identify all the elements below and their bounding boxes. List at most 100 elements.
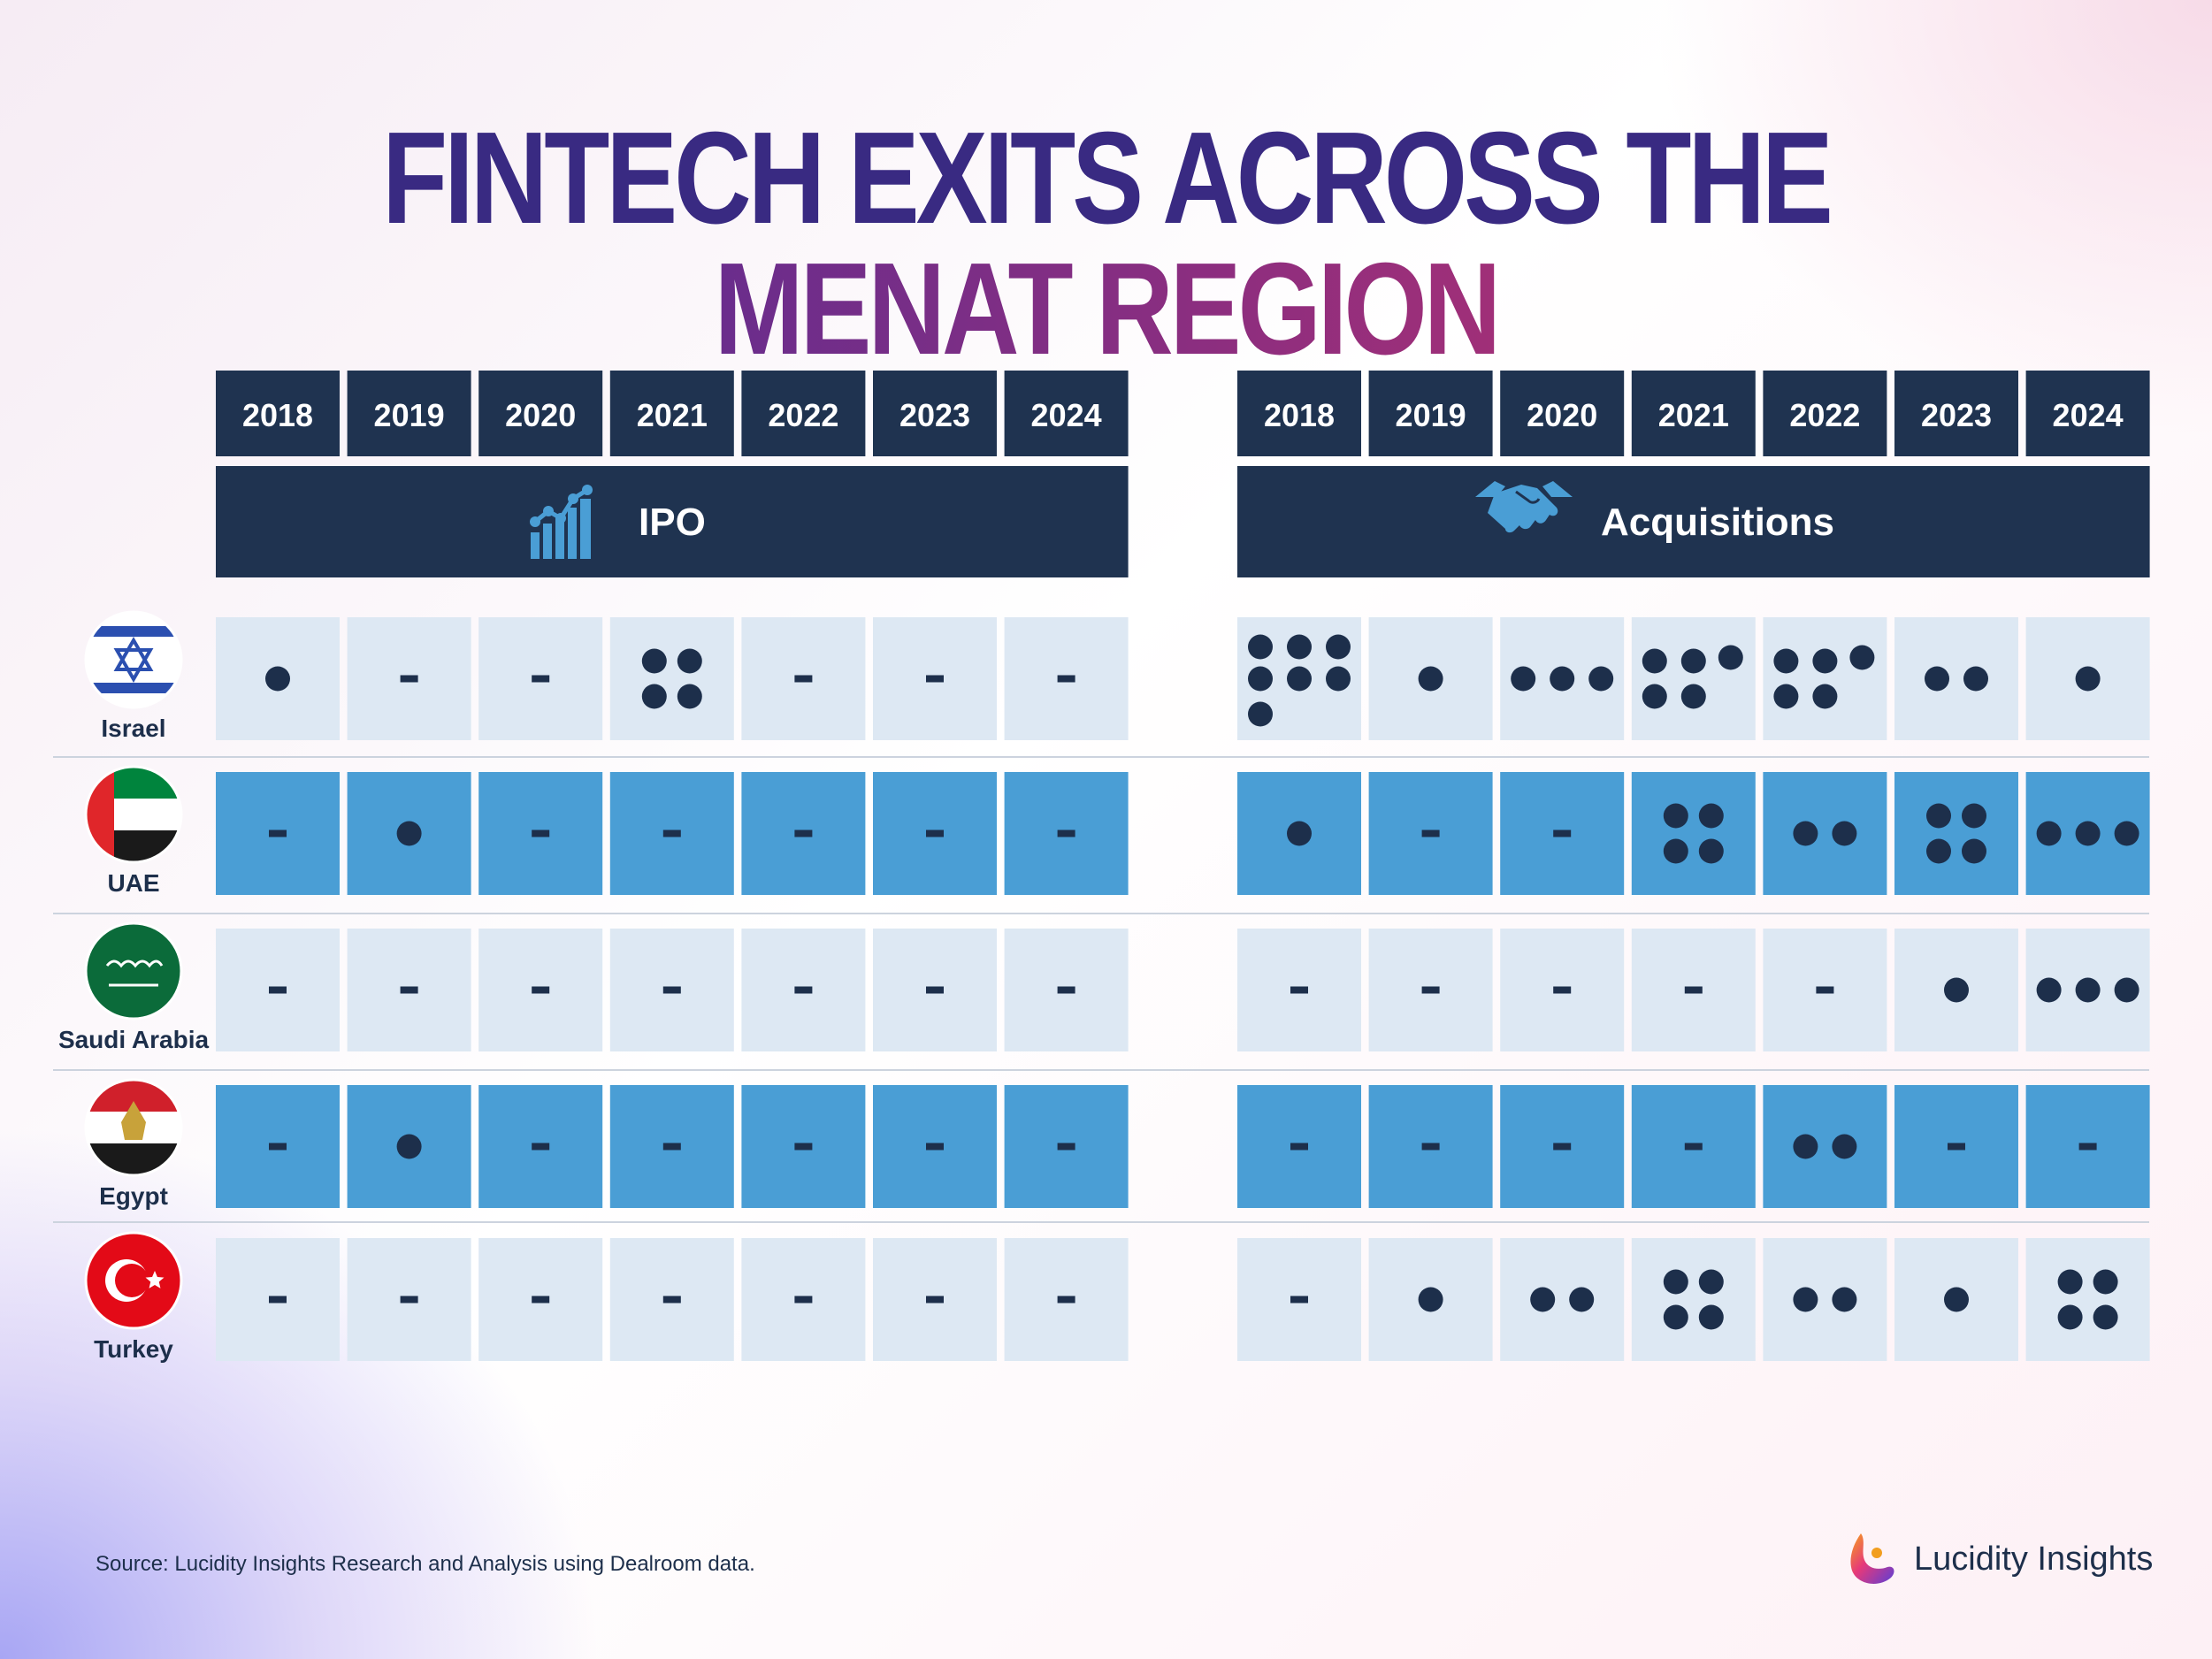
handshake-icon — [1475, 481, 1573, 533]
exit-dot — [1287, 634, 1312, 660]
exit-dot — [2075, 977, 2101, 1003]
no-exit-dash — [269, 1143, 287, 1151]
exit-dot — [1642, 648, 1667, 674]
exit-dot — [2093, 1269, 2118, 1295]
no-exit-dash — [269, 1296, 287, 1304]
year-header-cell — [609, 371, 734, 456]
exit-dot — [1680, 648, 1706, 674]
exit-dot — [396, 821, 422, 846]
exit-dot — [2114, 821, 2139, 846]
exit-dot — [2114, 977, 2139, 1003]
exit-dot — [1849, 645, 1875, 670]
exit-dot — [2036, 821, 2062, 846]
column-headers: 2018 2019 2020 2021 2022 2023 2024 IPO 2018 2019 2… — [216, 371, 2150, 577]
no-exit-dash — [269, 830, 287, 837]
exit-dot — [677, 648, 702, 674]
exit-dot — [1698, 1304, 1724, 1330]
year-header-label: 2021 — [1658, 397, 1729, 433]
no-exit-dash — [662, 1296, 681, 1304]
cell-acquisitions-2024 — [2025, 1238, 2150, 1361]
no-exit-dash — [794, 1296, 813, 1304]
cell-acquisitions-2022 — [1763, 617, 1887, 740]
year-header-cell — [1368, 371, 1493, 456]
year-header-cell — [216, 371, 340, 456]
no-exit-dash — [1290, 1143, 1308, 1151]
no-exit-dash — [1290, 986, 1308, 994]
no-exit-dash — [532, 1143, 550, 1151]
exit-dot — [1418, 1287, 1443, 1312]
no-exit-dash — [1553, 986, 1572, 994]
no-exit-dash — [1816, 986, 1834, 994]
exit-dot — [1588, 666, 1614, 692]
cell-acquisitions-2020 — [1500, 1238, 1625, 1361]
no-exit-dash — [269, 986, 287, 994]
turkey-flag-icon — [84, 1231, 183, 1330]
exit-dot — [1926, 838, 1951, 864]
year-header-label: 2022 — [768, 397, 838, 433]
title-part-1: FINTECH EXITS ACROSS THE — [382, 105, 1833, 251]
brand-logo: Lucidity Insights — [1847, 1530, 2153, 1588]
no-exit-dash — [1553, 1143, 1572, 1151]
exit-dot — [2057, 1304, 2083, 1330]
exit-dot — [1511, 666, 1536, 692]
country-label: Saudi Arabia — [58, 1026, 210, 1053]
exit-dot — [1663, 803, 1688, 829]
country-label: Turkey — [94, 1335, 173, 1363]
exit-dot — [2075, 666, 2101, 692]
no-exit-dash — [662, 986, 681, 994]
no-exit-dash — [662, 830, 681, 837]
egypt-flag-icon — [84, 1078, 183, 1177]
exit-dot — [1248, 634, 1273, 660]
bar-growth-icon — [530, 485, 593, 559]
country-label: UAE — [107, 869, 159, 897]
group-label-acquisitions: Acquisitions — [1601, 501, 1834, 544]
exit-dot — [1569, 1287, 1595, 1312]
no-exit-dash — [926, 1143, 944, 1151]
no-exit-dash — [400, 1296, 418, 1304]
exit-dot — [1663, 1304, 1688, 1330]
exit-dot — [1773, 684, 1799, 709]
exit-dot — [396, 1134, 422, 1159]
exit-dot — [1925, 666, 1949, 692]
exit-dot — [1812, 648, 1838, 674]
exit-dot — [1698, 1269, 1724, 1295]
year-header-label: 2022 — [1789, 397, 1860, 433]
year-header-cell — [1631, 371, 1756, 456]
no-exit-dash — [532, 830, 550, 837]
year-header-label: 2024 — [2053, 397, 2124, 433]
exit-dot — [1832, 1134, 1857, 1159]
exit-dot — [1698, 803, 1724, 829]
exit-dot — [1530, 1287, 1556, 1312]
exit-dot — [1944, 977, 1969, 1003]
exit-dot — [1418, 666, 1443, 692]
exit-dot — [1663, 1269, 1688, 1295]
source-note: Source: Lucidity Insights Research and A… — [96, 1552, 755, 1576]
no-exit-dash — [532, 986, 550, 994]
no-exit-dash — [794, 986, 813, 994]
exit-dot — [1248, 666, 1273, 692]
country-label: Israel — [101, 715, 165, 742]
country-labels: Israel UAE Saudi Arabia Egypt Turkey — [58, 610, 210, 1363]
exit-dot — [677, 684, 702, 709]
group-header-acquisitions — [1237, 466, 2150, 577]
year-header-cell — [1237, 371, 1361, 456]
exit-dot — [641, 684, 667, 709]
no-exit-dash — [926, 830, 944, 837]
title-part-2: MENAT REGION — [714, 236, 1502, 382]
year-header-cell — [1004, 371, 1129, 456]
year-header-label: 2020 — [505, 397, 576, 433]
cell-acquisitions-2022 — [1763, 1085, 1887, 1208]
exit-dot — [1287, 666, 1312, 692]
exit-dot — [1248, 701, 1273, 727]
exit-dot — [2057, 1269, 2083, 1295]
exit-dot — [1963, 666, 1988, 692]
israel-flag-icon — [84, 610, 183, 709]
no-exit-dash — [1057, 1296, 1075, 1304]
year-header-cell — [1763, 371, 1887, 456]
exit-dot — [2075, 821, 2101, 846]
no-exit-dash — [794, 675, 813, 683]
exit-dot — [1680, 684, 1706, 709]
exit-dot — [1287, 821, 1312, 846]
year-header-label: 2019 — [1396, 397, 1466, 433]
